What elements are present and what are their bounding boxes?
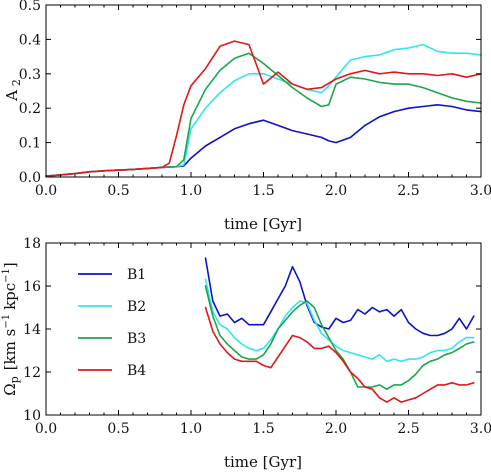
series-line-b2 bbox=[204, 278, 475, 363]
y-tick-label: 16 bbox=[23, 279, 41, 295]
axis-ticks bbox=[45, 4, 482, 178]
plot-frame bbox=[45, 4, 482, 178]
x-tick-label: 1.0 bbox=[180, 421, 202, 437]
axis-ticks bbox=[45, 242, 482, 416]
y-tick-label: 0.0 bbox=[19, 170, 41, 186]
x-tick-label: 1.5 bbox=[252, 183, 274, 199]
x-tick-labels: 0.0 0.5 1.0 1.5 2.0 2.5 3.0 bbox=[35, 183, 491, 199]
y-tick-label: 0.4 bbox=[19, 32, 41, 48]
legend: B1 B2 B3 B4 bbox=[78, 267, 146, 379]
chart-a2: 0.0 0.5 1.0 1.5 2.0 2.5 3.0 0.0 0.1 0.2 0.3 0.4 0.5… bbox=[3, 0, 491, 233]
y-tick-label: 14 bbox=[23, 322, 41, 338]
y-axis-label: Ωp[km s−1kpc−1] bbox=[1, 262, 21, 396]
x-tick-label: 1.0 bbox=[180, 183, 202, 199]
series-line-b1 bbox=[45, 104, 482, 177]
x-tick-label: 0.5 bbox=[107, 183, 129, 199]
x-tick-label: 0.5 bbox=[107, 421, 129, 437]
y-tick-labels: 10 12 14 16 18 bbox=[23, 236, 41, 424]
x-tick-label: 3.0 bbox=[470, 421, 491, 437]
legend-label-b4: B4 bbox=[127, 363, 146, 379]
plot-area bbox=[204, 257, 475, 403]
x-axis-label: time [Gyr] bbox=[224, 215, 302, 233]
chart-omega-p: 0.0 0.5 1.0 1.5 2.0 2.5 3.0 10 12 14 16 18 time [G… bbox=[1, 236, 491, 471]
y-tick-label: 10 bbox=[23, 408, 41, 424]
series-line-b3 bbox=[45, 52, 482, 177]
x-tick-labels: 0.0 0.5 1.0 1.5 2.0 2.5 3.0 bbox=[35, 421, 491, 437]
y-tick-label: 12 bbox=[23, 365, 41, 381]
y-tick-label: 18 bbox=[23, 236, 41, 252]
y-tick-label: 0.1 bbox=[19, 136, 41, 152]
x-tick-label: 2.0 bbox=[325, 183, 347, 199]
legend-label-b1: B1 bbox=[127, 267, 146, 283]
series-line-b1 bbox=[204, 257, 475, 337]
x-tick-label: 1.5 bbox=[252, 421, 274, 437]
x-tick-label: 0.0 bbox=[35, 183, 57, 199]
series-line-b4 bbox=[45, 40, 482, 177]
legend-label-b3: B3 bbox=[127, 331, 146, 347]
x-tick-label: 2.5 bbox=[397, 183, 419, 199]
series-line-b4 bbox=[204, 306, 475, 403]
y-axis-label: A2 bbox=[3, 79, 23, 102]
x-tick-label: 0.0 bbox=[35, 421, 57, 437]
y-tick-label: 0.3 bbox=[19, 67, 41, 83]
legend-label-b2: B2 bbox=[127, 299, 146, 315]
x-tick-label: 3.0 bbox=[470, 183, 491, 199]
plot-area bbox=[45, 40, 482, 177]
y-tick-label: 0.2 bbox=[19, 101, 41, 117]
y-tick-labels: 0.0 0.1 0.2 0.3 0.4 0.5 bbox=[19, 0, 41, 186]
series-line-b3 bbox=[204, 285, 475, 391]
y-tick-label: 0.5 bbox=[19, 0, 41, 14]
x-tick-label: 2.5 bbox=[397, 421, 419, 437]
x-axis-label: time [Gyr] bbox=[224, 453, 302, 471]
x-tick-label: 2.0 bbox=[325, 421, 347, 437]
